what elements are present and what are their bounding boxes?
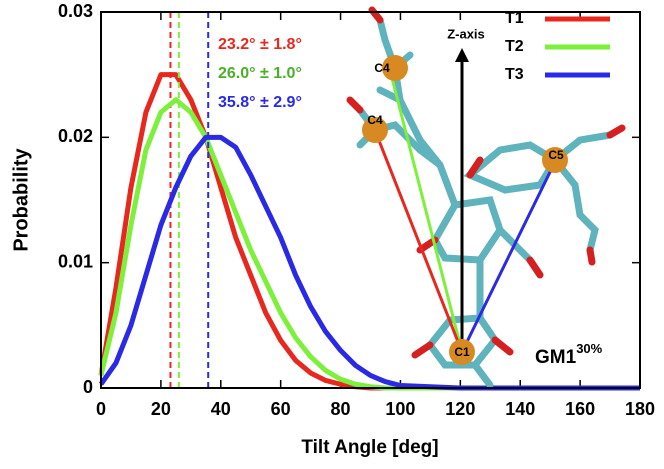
x-tick-label: 80	[331, 399, 351, 419]
system-label-main: GM1	[535, 347, 577, 368]
y-tick-label: 0	[83, 377, 93, 397]
atom	[382, 55, 408, 81]
mean-annotation: 26.0° ± 1.0°	[218, 65, 302, 82]
t3-vector	[460, 166, 554, 354]
atom	[449, 339, 475, 365]
y-tick-label: 0.02	[58, 126, 93, 146]
y-axis-label: Probability	[10, 147, 32, 251]
t2-vector	[390, 76, 464, 354]
mean-annotation: 23.2° ± 1.8°	[218, 36, 302, 53]
x-axis-label: Tilt Angle [deg]	[301, 437, 438, 458]
system-label-sup: 30%	[576, 341, 602, 356]
x-tick-label: 180	[625, 399, 655, 419]
molecule-inset: C1 C4 C4 C5 Z-axis GM130%	[346, 6, 626, 389]
x-tick-label: 120	[445, 399, 475, 419]
atom	[542, 147, 568, 173]
x-tick-label: 100	[385, 399, 415, 419]
molecule-oxygens	[346, 6, 626, 359]
series-line	[98, 134, 640, 391]
atom-label: C4	[374, 61, 390, 75]
legend-label: T2	[505, 38, 524, 55]
x-tick-label: 60	[271, 399, 291, 419]
legend-label: T3	[505, 66, 524, 83]
system-label: GM130%	[535, 341, 603, 368]
atom-label: C5	[548, 148, 564, 162]
t1-vector	[376, 136, 464, 354]
atom-label: C4	[367, 113, 383, 127]
y-tick-label: 0.01	[58, 251, 93, 271]
y-tick-label: 0.03	[58, 1, 93, 21]
x-tick-label: 20	[151, 399, 171, 419]
mean-annotation: 35.8° ± 2.9°	[218, 94, 302, 111]
series-line	[98, 97, 640, 391]
atom-label: C1	[454, 345, 470, 359]
legend-label: T1	[505, 10, 524, 27]
atom	[362, 117, 388, 143]
x-tick-label: 0	[96, 399, 106, 419]
x-tick-label: 160	[565, 399, 595, 419]
arrow-head	[455, 48, 469, 62]
x-tick-label: 140	[505, 399, 535, 419]
plot-frame	[100, 11, 641, 389]
z-axis-label: Z-axis	[447, 26, 485, 41]
x-tick-label: 40	[211, 399, 231, 419]
